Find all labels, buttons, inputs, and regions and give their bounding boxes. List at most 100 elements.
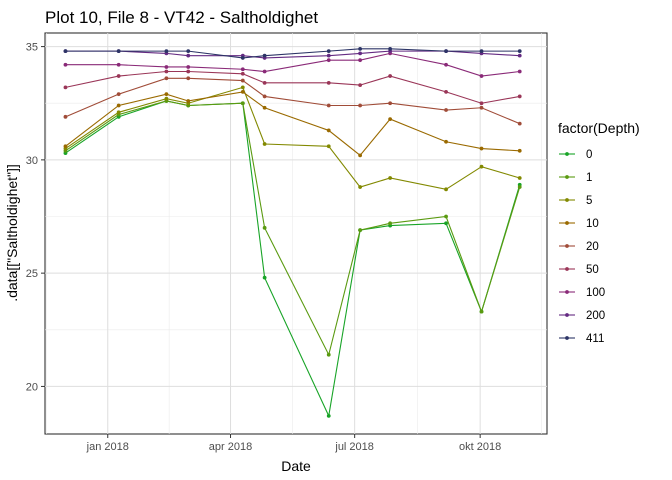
- legend-key-point: [565, 267, 569, 271]
- data-point-50: [63, 85, 68, 90]
- series-line-411: [65, 48, 520, 59]
- data-point-10: [517, 148, 522, 153]
- legend-key-point: [565, 313, 569, 317]
- data-point-100: [116, 62, 121, 67]
- legend-label: 1: [586, 172, 592, 184]
- data-point-50: [358, 83, 363, 88]
- data-point-0: [326, 413, 331, 418]
- data-point-50: [164, 69, 169, 74]
- data-point-5: [326, 144, 331, 149]
- data-point-50: [186, 69, 191, 74]
- data-point-20: [444, 108, 448, 112]
- legend-key-point: [565, 198, 569, 202]
- legend-label: 0: [586, 149, 592, 161]
- data-point-100: [240, 67, 245, 72]
- data-point-411: [63, 49, 68, 54]
- y-tick-label: 25: [26, 268, 38, 280]
- data-point-20: [326, 103, 331, 108]
- legend-key-point: [565, 336, 569, 340]
- data-point-10: [164, 92, 169, 97]
- legend-title: factor(Depth): [558, 120, 640, 136]
- grid-lines: [45, 33, 547, 434]
- y-axis-title: .data[["Saltholdighet"]]: [4, 164, 20, 302]
- data-point-0: [444, 221, 448, 226]
- data-point-50: [517, 94, 522, 99]
- x-axis-title: Date: [281, 458, 311, 474]
- data-point-1: [517, 185, 522, 189]
- data-point-10: [358, 153, 363, 158]
- data-point-20: [358, 103, 363, 108]
- data-point-100: [517, 69, 522, 74]
- plot-panel: [44, 32, 548, 435]
- data-point-1: [358, 228, 363, 233]
- data-point-1: [444, 214, 448, 219]
- series-line-100: [65, 52, 520, 77]
- data-point-411: [388, 46, 393, 51]
- data-point-20: [164, 76, 169, 81]
- data-point-411: [517, 49, 522, 54]
- data-point-411: [479, 49, 484, 54]
- data-point-100: [63, 62, 68, 67]
- data-point-20: [186, 76, 191, 81]
- data-point-1: [388, 221, 393, 226]
- data-point-5: [358, 185, 363, 189]
- data-point-5: [444, 187, 448, 192]
- data-point-0: [262, 275, 267, 280]
- legend-key-point: [565, 152, 569, 156]
- data-point-20: [240, 78, 245, 83]
- y-tick-label: 20: [26, 381, 38, 393]
- legend-key-point: [565, 290, 569, 294]
- data-point-100: [444, 62, 448, 67]
- data-point-50: [262, 80, 267, 85]
- y-tick-label: 30: [26, 155, 38, 167]
- series-layer: [63, 46, 522, 418]
- data-point-10: [444, 139, 448, 144]
- legend-label: 20: [586, 241, 599, 253]
- data-point-20: [388, 101, 393, 106]
- x-tick-label: apr 2018: [209, 441, 252, 453]
- legend-label: 10: [586, 218, 599, 230]
- data-point-5: [388, 176, 393, 180]
- data-point-5: [240, 85, 245, 90]
- data-point-20: [63, 114, 68, 119]
- legend-key-point: [565, 175, 569, 179]
- data-point-50: [479, 101, 484, 106]
- series-line-10: [65, 91, 520, 157]
- series-line-1: [65, 100, 521, 357]
- legend-label: 100: [586, 287, 605, 299]
- legend-key-point: [565, 244, 569, 248]
- data-point-1: [240, 101, 245, 106]
- data-point-100: [479, 74, 484, 78]
- data-point-20: [479, 105, 484, 110]
- data-point-411: [326, 49, 331, 54]
- data-point-5: [517, 176, 522, 180]
- x-tick-label: jul 2018: [334, 441, 374, 453]
- data-point-200: [517, 53, 522, 58]
- series-line-20: [65, 77, 520, 125]
- series-line-50: [65, 70, 520, 104]
- data-point-1: [326, 352, 331, 357]
- data-point-50: [388, 74, 393, 78]
- data-point-411: [262, 53, 267, 58]
- legend-label: 5: [586, 195, 592, 207]
- data-point-411: [164, 49, 169, 54]
- x-axis: jan 2018 apr 2018 jul 2018 okt 2018: [86, 434, 501, 453]
- data-point-10: [262, 105, 267, 110]
- data-point-1: [262, 225, 267, 230]
- data-point-5: [479, 164, 484, 169]
- y-axis: 20 25 30 35: [26, 42, 45, 393]
- data-point-20: [262, 94, 267, 99]
- data-point-50: [444, 90, 448, 94]
- legend-label: 50: [586, 264, 599, 276]
- data-point-200: [326, 53, 331, 58]
- data-point-50: [116, 74, 121, 78]
- data-point-10: [326, 128, 331, 133]
- legend-label: 200: [586, 310, 605, 322]
- data-point-5: [262, 142, 267, 146]
- data-point-411: [186, 49, 191, 54]
- x-tick-label: okt 2018: [459, 441, 501, 453]
- data-point-10: [186, 99, 191, 103]
- data-point-5: [164, 96, 169, 101]
- data-point-200: [186, 53, 191, 58]
- legend: 0 1 5 10 20 50 100 200 411: [559, 149, 605, 345]
